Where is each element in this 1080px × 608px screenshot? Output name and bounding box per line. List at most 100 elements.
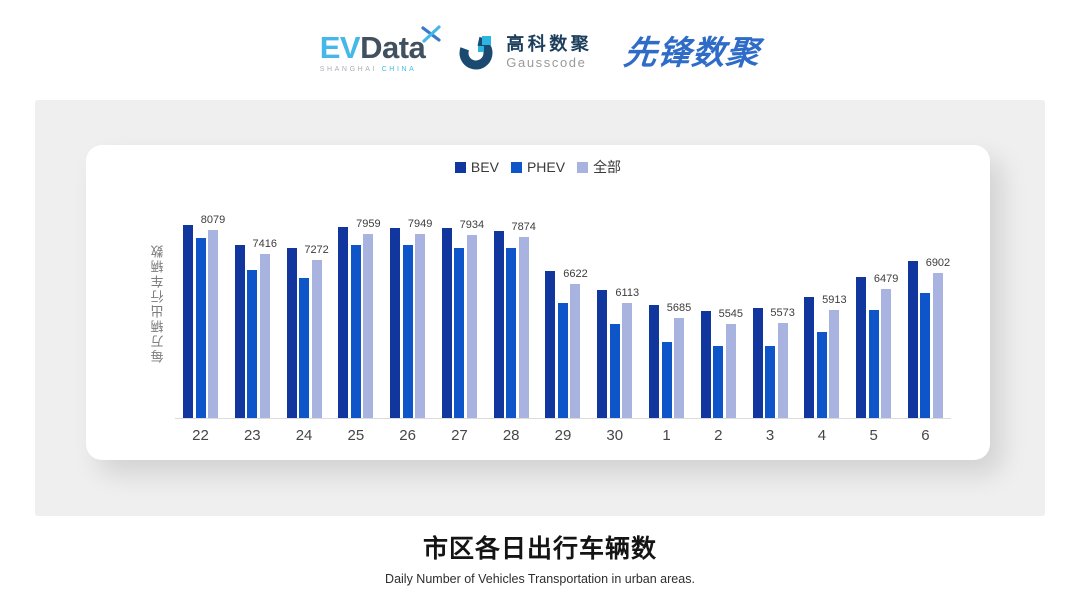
bar-value-label-1: 5685	[666, 302, 692, 314]
gausscode-name-cn: 高科数聚	[506, 34, 593, 54]
bar-group-30: 6113	[597, 188, 639, 418]
legend-swatch-icon	[454, 161, 466, 173]
bar-value-label-29: 6622	[563, 268, 588, 280]
y-axis-label: 每万辆出行车辆数	[150, 243, 166, 363]
bar-value-label-5: 6479	[873, 273, 899, 285]
bar-bev-28	[493, 231, 504, 418]
bar-value-label-28: 7874	[511, 221, 536, 233]
x-axis-tick-1: 1	[662, 427, 671, 444]
legend-label: 全部	[593, 159, 622, 175]
chart-legend: BEV PHEV 全部	[86, 159, 990, 175]
bar-phev-30	[609, 324, 620, 418]
legend-swatch-icon	[510, 161, 522, 173]
chart-subtitle: Daily Number of Vehicles Transportation …	[385, 572, 695, 586]
bar-phev-5	[868, 310, 879, 418]
x-axis-tick-2: 2	[714, 427, 723, 444]
bar-全部-1	[674, 318, 685, 418]
bar-phev-22	[195, 238, 206, 418]
bar-全部-4	[829, 310, 840, 418]
x-axis-tick-28: 28	[502, 427, 520, 444]
evdata-subtitle: SHANGHAI CHINA	[320, 66, 417, 73]
pioneer-logo: 先锋数聚	[622, 33, 763, 71]
bar-全部-5	[881, 289, 892, 418]
bar-全部-29	[570, 284, 581, 418]
chart-title: 市区各日出行车辆数	[422, 535, 657, 563]
header-logo-bar: EVData SHANGHAI CHINA 高科数聚 Gausscode	[0, 12, 1080, 92]
bar-全部-24	[311, 260, 322, 418]
evdata-ev-text: EV	[319, 29, 361, 65]
bar-phev-27	[454, 248, 465, 418]
bar-bev-4	[804, 297, 815, 418]
bar-group-5: 6479	[856, 188, 898, 418]
gausscode-text: 高科数聚 Gausscode	[506, 35, 592, 69]
x-axis-tick-22: 22	[192, 427, 209, 444]
bar-bev-25	[338, 227, 349, 418]
bar-bev-3	[752, 308, 763, 418]
legend-label: BEV	[470, 159, 499, 175]
bar-phev-24	[299, 278, 310, 418]
bar-value-label-27: 7934	[459, 219, 485, 231]
evdata-wordmark: EVData	[319, 24, 441, 65]
bar-全部-23	[259, 254, 270, 418]
bar-group-25: 7959	[338, 188, 381, 418]
bar-value-label-30: 6113	[615, 287, 640, 299]
bar-value-label-3: 5573	[770, 307, 795, 319]
bar-phev-26	[402, 245, 413, 418]
bar-全部-30	[622, 303, 633, 418]
chart-card: BEV PHEV 全部 每万辆出行车辆数 8079 7416 7272 7959 7949 7…	[86, 145, 990, 460]
bar-bev-27	[441, 228, 452, 418]
x-axis-tick-26: 26	[399, 427, 416, 444]
bar-phev-2	[713, 346, 724, 418]
bar-group-29: 6622	[545, 188, 588, 418]
x-axis-tick-5: 5	[869, 427, 878, 444]
bar-phev-25	[350, 245, 361, 418]
bar-group-6: 6902	[907, 188, 950, 418]
bar-value-label-24: 7272	[304, 244, 329, 256]
evdata-x-icon	[421, 24, 441, 43]
gausscode-name-en: Gausscode	[506, 55, 587, 70]
bar-phev-3	[765, 346, 776, 418]
bar-phev-6	[920, 293, 931, 418]
bar-全部-25	[363, 234, 374, 418]
bar-group-27: 7934	[441, 188, 484, 418]
bar-bev-23	[234, 245, 245, 418]
bar-value-label-26: 7949	[407, 218, 433, 230]
bar-group-4: 5913	[804, 188, 847, 418]
x-axis-tick-4: 4	[817, 427, 827, 444]
x-axis-labels: 22 23 24 25 26 27 28 29 30 1 2 3 4 5 6	[175, 427, 951, 444]
bar-value-label-2: 5545	[718, 308, 744, 320]
footer: 市区各日出行车辆数 Daily Number of Vehicles Trans…	[0, 529, 1080, 586]
evdata-logo: EVData SHANGHAI CHINA	[319, 24, 441, 73]
evdata-sub-shanghai: SHANGHAI	[319, 65, 378, 73]
bar-group-26: 7949	[390, 188, 432, 418]
bar-group-28: 7874	[493, 188, 536, 418]
bar-全部-22	[208, 230, 218, 418]
x-axis-tick-6: 6	[921, 427, 930, 444]
bar-全部-2	[725, 324, 736, 418]
legend-item-全部: 全部	[577, 157, 621, 177]
bar-全部-27	[466, 235, 477, 418]
gausscode-mark-icon	[459, 36, 493, 70]
x-axis-tick-23: 23	[243, 427, 261, 444]
bar-value-label-25: 7959	[356, 218, 381, 230]
bar-group-1: 5685	[649, 188, 691, 418]
bar-phev-28	[506, 248, 517, 418]
legend-item-phev: PHEV	[510, 159, 565, 175]
bar-value-label-23: 7416	[252, 238, 278, 250]
bar-phev-23	[247, 270, 258, 418]
evdata-data-text: Data	[360, 29, 426, 65]
bar-value-label-4: 5913	[822, 294, 847, 306]
bar-bev-24	[286, 248, 297, 418]
bar-group-22: 8079	[183, 188, 225, 418]
bar-group-3: 5573	[752, 188, 795, 418]
legend-item-bev: BEV	[454, 159, 499, 175]
bar-phev-1	[661, 342, 672, 418]
bar-bev-6	[907, 261, 918, 418]
x-axis-tick-25: 25	[347, 427, 365, 444]
bar-value-label-6: 6902	[925, 257, 951, 269]
bar-group-23: 7416	[234, 188, 277, 418]
chart-panel: BEV PHEV 全部 每万辆出行车辆数 8079 7416 7272 7959 7949 7…	[35, 100, 1045, 516]
x-axis-tick-27: 27	[451, 427, 468, 444]
bar-bev-26	[390, 228, 401, 418]
